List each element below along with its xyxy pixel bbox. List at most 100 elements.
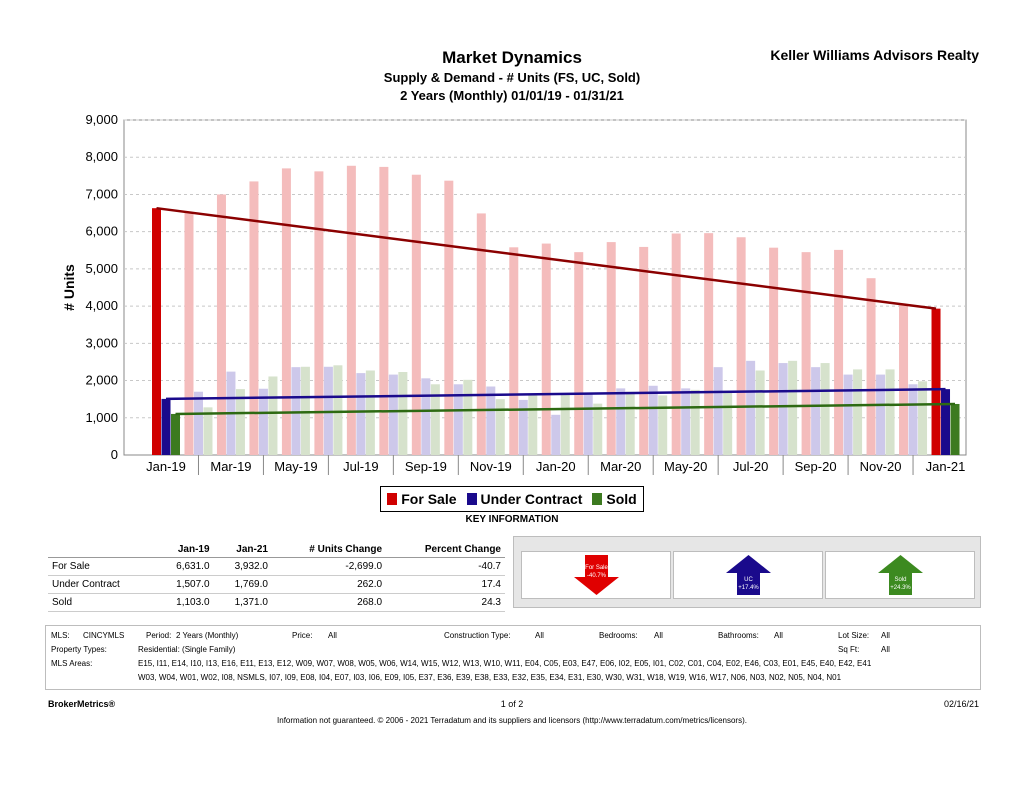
y-tick-label: 6,000 (85, 224, 118, 239)
x-tick-label: Jan-19 (146, 459, 186, 474)
y-tick-label: 8,000 (85, 149, 118, 164)
bar-for-sale (346, 165, 356, 456)
down-arrow-icon: For Sale -40.7% (574, 555, 619, 595)
bar-for-sale (476, 213, 486, 455)
bar-under-contract (778, 363, 788, 455)
bathrooms-value: All (774, 631, 783, 640)
x-tick-label: Jan-20 (536, 459, 576, 474)
bar-under-contract (843, 374, 853, 455)
trendline-sold (175, 402, 956, 416)
for-sale-arrow-card: For Sale -40.7% (521, 551, 671, 599)
sold-arrow-change: +24.3% (890, 585, 911, 591)
y-tick-label: 1,000 (85, 410, 118, 425)
mls-areas-line-1: E15, I11, E14, I10, I13, E16, E11, E13, … (138, 659, 872, 668)
bar-for-sale (444, 180, 454, 455)
uc-arrow-card: UC +17.4% (673, 551, 823, 599)
bar-under-contract (616, 388, 626, 455)
bar-sold (528, 393, 538, 455)
trendline-for-sale (156, 206, 937, 310)
period-label: Period: (146, 631, 172, 640)
bar-for-sale (184, 213, 194, 455)
for-sale-arrow-change: -40.7% (587, 573, 607, 579)
bar-for-sale (281, 168, 291, 455)
table-cell: Sold (48, 593, 156, 612)
x-tick-label: Sep-20 (795, 459, 837, 474)
x-tick-label: Jul-20 (733, 459, 768, 474)
key-information-table: Jan-19 Jan-21 # Units Change Percent Cha… (48, 542, 505, 612)
x-tick-label: May-20 (664, 459, 707, 474)
y-tick-label: 2,000 (85, 373, 118, 388)
key-table-header: Jan-19 Jan-21 # Units Change Percent Cha… (48, 542, 505, 558)
bar-under-contract (551, 414, 561, 455)
legend-label-sold: Sold (606, 491, 637, 507)
property-types-label: Property Types: (51, 645, 107, 654)
table-cell: 3,932.0 (213, 557, 272, 576)
x-tick-label: Mar-19 (210, 459, 251, 474)
bar-sold (398, 371, 408, 455)
bar-for-sale (899, 304, 909, 455)
table-cell: Under Contract (48, 575, 156, 594)
bar-for-sale (379, 166, 389, 455)
x-tick-label: Nov-20 (860, 459, 902, 474)
bar-chart: 0 1,000 2,000 3,000 4,000 5,000 6,000 7,000 8,00… (61, 112, 967, 475)
disclaimer-text: Information not guaranteed. © 2006 - 202… (277, 716, 747, 725)
bar-sold (268, 376, 278, 455)
bar-for-sale (671, 233, 681, 455)
x-tick-label: Sep-19 (405, 459, 447, 474)
bar-sold (788, 360, 798, 455)
bar-sold (203, 407, 213, 455)
x-tick-label: Jan-21 (926, 459, 966, 474)
bar-for-sale (736, 237, 746, 455)
y-axis-label: # Units (61, 264, 77, 311)
bar-sold (495, 399, 505, 455)
table-cell: 6,631.0 (155, 557, 214, 576)
y-tick-label: 9,000 (85, 112, 118, 127)
bar-under-contract (388, 374, 398, 455)
y-tick-label: 5,000 (85, 261, 118, 276)
chart-subtitle: Supply & Demand - # Units (FS, UC, Sold) (383, 70, 641, 85)
x-tick-label: Jul-19 (343, 459, 378, 474)
table-cell: 1,507.0 (155, 575, 214, 594)
bar-for-sale (152, 208, 161, 455)
bar-sold (171, 413, 180, 455)
legend-swatch-sold (592, 493, 603, 505)
bar-for-sale (931, 308, 941, 455)
change-arrows-panel: For Sale -40.7% UC +17.4% Sold +24.3% (513, 536, 981, 608)
table-cell: 1,769.0 (213, 575, 272, 594)
bar-for-sale (541, 243, 551, 455)
bar-under-contract (746, 360, 756, 455)
table-row: For Sale 6,631.0 3,932.0 -2,699.0 -40.7 (48, 557, 505, 576)
key-table-header-cell (48, 542, 156, 558)
bar-sold (365, 370, 375, 455)
mls-value: CINCYMLS (83, 631, 125, 640)
bar-for-sale (216, 194, 226, 455)
chart-title: Market Dynamics (442, 48, 582, 67)
bar-for-sale (639, 246, 649, 455)
bar-sold (658, 395, 668, 455)
bar-sold (300, 366, 310, 455)
company-name: Keller Williams Advisors Realty (770, 47, 979, 63)
bedrooms-value: All (654, 631, 663, 640)
y-tick-label: 4,000 (85, 298, 118, 313)
key-table-header-cell: Percent Change (386, 542, 505, 558)
bar-sold (560, 394, 570, 455)
chart-date-range: 2 Years (Monthly) 01/01/19 - 01/31/21 (400, 88, 624, 103)
bar-under-contract (258, 388, 268, 455)
bar-sold (755, 370, 765, 455)
bar-sold (885, 369, 895, 455)
price-label: Price: (292, 631, 313, 640)
x-tick-label: May-19 (274, 459, 317, 474)
bar-sold (950, 403, 960, 455)
bar-under-contract (161, 398, 171, 455)
bar-for-sale (314, 171, 324, 455)
legend-item-for-sale: For Sale (387, 491, 457, 507)
table-cell: -2,699.0 (271, 557, 387, 576)
table-cell: 262.0 (271, 575, 387, 594)
lot-size-value: All (881, 631, 890, 640)
period-value: 2 Years (Monthly) (176, 631, 239, 640)
bar-sold (625, 391, 635, 455)
up-arrow-icon: UC +17.4% (726, 555, 771, 595)
legend-item-under-contract: Under Contract (466, 491, 582, 507)
bar-under-contract (291, 367, 301, 455)
sq-ft-label: Sq Ft: (838, 645, 860, 654)
